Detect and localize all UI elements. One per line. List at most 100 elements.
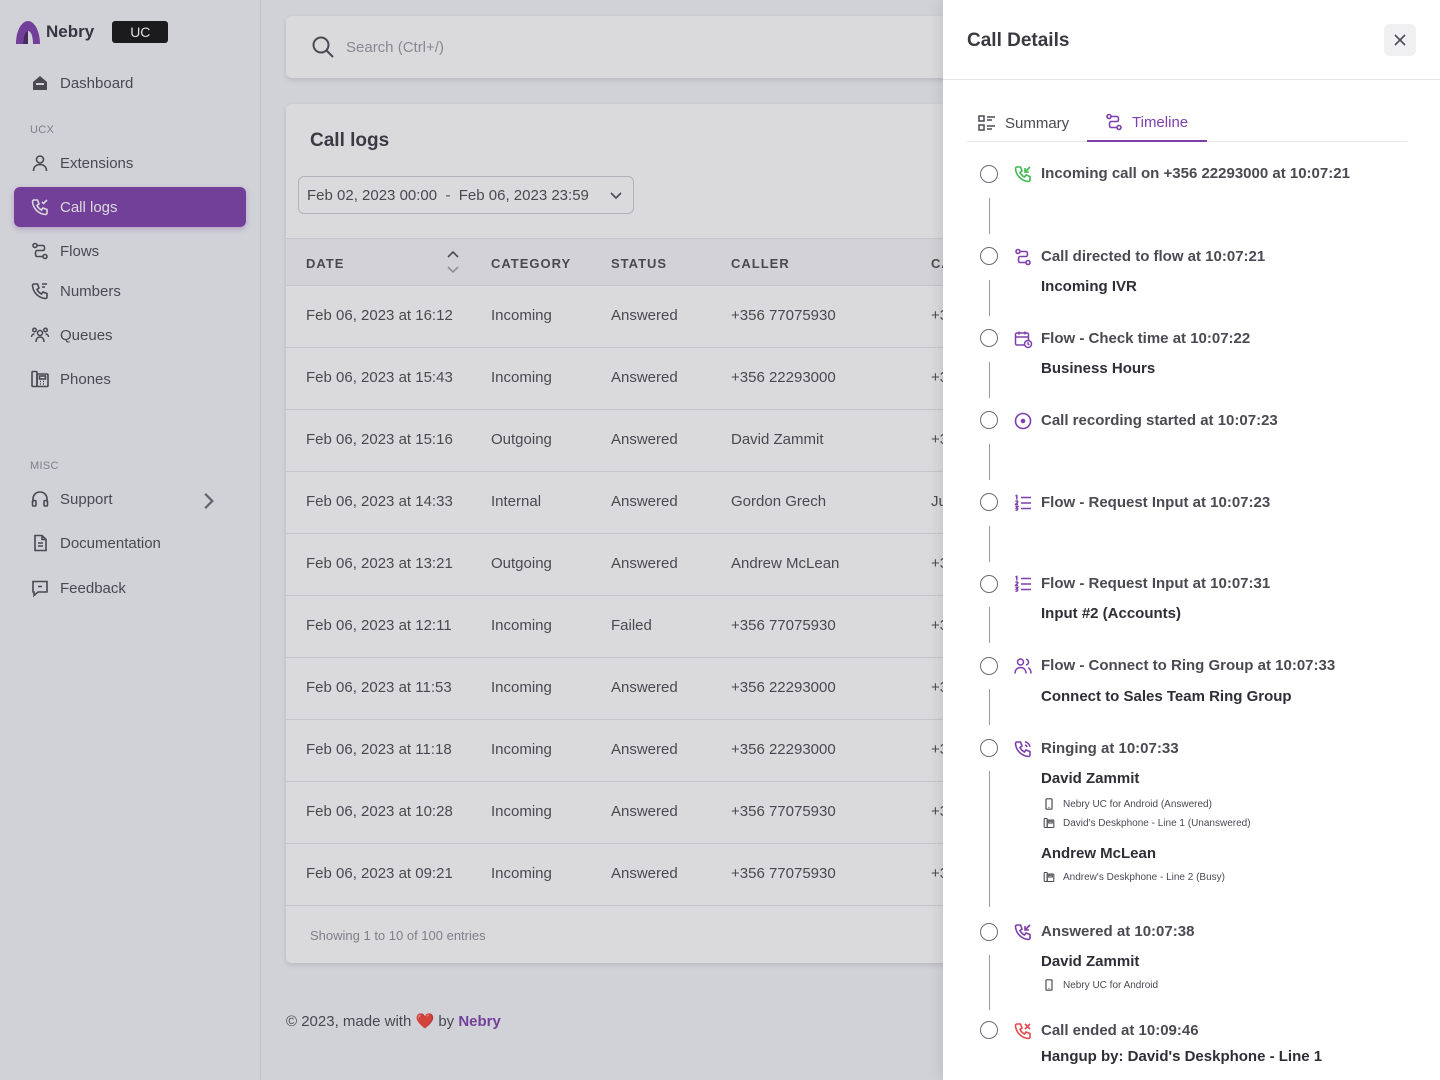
sidebar-item-label: Flows [60,242,100,260]
tab-timeline[interactable]: Timeline [1087,104,1207,142]
cell-date: Feb 06, 2023 at 15:43 [306,369,453,386]
cell-caller: +356 22293000 [731,679,836,696]
timeline-marker [980,493,998,511]
sidebar-item-label: Documentation [60,534,161,552]
table-row[interactable]: Feb 06, 2023 at 16:12 Incoming Answered +35… [286,286,986,348]
flow-icon [1015,248,1031,266]
timeline-event-title: Flow - Request Input at 10:07:23 [1041,494,1271,511]
cell-date: Feb 06, 2023 at 12:11 [306,617,452,634]
list-numbers-icon [1014,494,1031,511]
cell-status: Answered [611,555,678,572]
timeline-event-title: Flow - Request Input at 10:07:31 [1041,575,1271,592]
sidebar-item-documentation[interactable]: Documentation [14,523,246,563]
date-range-picker[interactable]: Feb 02, 2023 00:00 - Feb 06, 2023 23:59 [298,176,634,214]
phone-incoming-icon [1014,166,1031,183]
cell-date: Feb 06, 2023 at 09:21 [306,865,453,882]
deskphone-icon [31,370,49,388]
sidebar-item-dashboard[interactable]: Dashboard [14,63,246,103]
timeline-marker [980,411,998,429]
timeline-marker [980,165,998,183]
call-details-drawer: Call Details Summary Timeline Incoming c… [943,0,1440,1080]
record-icon [1014,412,1032,430]
cell-caller: David Zammit [731,431,824,448]
timeline-device: David's Deskphone - Line 1 (Unanswered) [1043,816,1251,830]
timeline-device-label: David's Deskphone - Line 1 (Unanswered) [1063,817,1251,829]
section-label-misc: MISC [30,460,59,472]
sidebar-item-phones[interactable]: Phones [14,359,246,399]
sidebar-item-queues[interactable]: Queues [14,315,246,355]
cell-callee: Ju [931,493,947,510]
brand-name: Nebry [46,22,95,41]
cell-caller: +356 22293000 [731,741,836,758]
nebry-link[interactable]: Nebry [458,1013,501,1030]
brand[interactable]: Nebry UC [14,18,169,46]
table-row[interactable]: Feb 06, 2023 at 10:28 Incoming Answered +35… [286,782,986,844]
cell-status: Answered [611,307,678,324]
timeline-marker [980,329,998,347]
timeline-event-detail: Business Hours [1041,360,1156,377]
drawer-backdrop[interactable] [0,0,943,1080]
table-row[interactable]: Feb 06, 2023 at 14:33 Internal Answered Gor… [286,472,986,534]
date-range-value: Feb 02, 2023 00:00 - Feb 06, 2023 23:59 [307,186,589,204]
calendar-clock-icon [1014,331,1033,349]
timeline-connector [988,444,990,480]
table-row[interactable]: Feb 06, 2023 at 09:21 Incoming Answered +35… [286,844,986,906]
close-button[interactable] [1384,24,1416,56]
sidebar-item-extensions[interactable]: Extensions [14,143,246,183]
cell-caller: +356 77075930 [731,865,836,882]
cell-category: Incoming [491,369,552,386]
column-header-caller[interactable]: CALLER [731,256,790,271]
list-details-icon [978,115,995,131]
cell-date: Feb 06, 2023 at 14:33 [306,493,453,510]
sidebar-item-label: Extensions [60,154,134,172]
cell-status: Answered [611,493,678,510]
timeline-marker [980,247,998,265]
column-header-status[interactable]: STATUS [611,256,668,271]
copyright-text: © 2023, made with [286,1013,412,1030]
table-row[interactable]: Feb 06, 2023 at 12:11 Incoming Failed +356 … [286,596,986,658]
cell-caller: Gordon Grech [731,493,827,510]
sidebar-item-flows[interactable]: Flows [14,231,246,271]
column-header-category[interactable]: CATEGORY [491,256,572,271]
section-label-ucx: UCX [30,124,55,136]
timeline-event-detail: Hangup by: David's Deskphone - Line 1 [1041,1048,1323,1065]
phone-icon [31,283,48,300]
table-row[interactable]: Feb 06, 2023 at 11:53 Incoming Answered +35… [286,658,986,720]
cell-date: Feb 06, 2023 at 16:12 [306,307,453,324]
timeline-device: Andrew's Deskphone - Line 2 (Busy) [1043,870,1225,884]
sidebar-item-numbers[interactable]: Numbers [14,271,246,311]
phone-answered-icon [1014,924,1031,941]
cell-category: Incoming [491,617,552,634]
chevron-down-icon [610,192,622,200]
list-numbers-icon [1014,575,1031,592]
sidebar-item-support[interactable]: Support [14,479,246,519]
sidebar-item-label: Call logs [60,198,118,216]
table-row[interactable]: Feb 06, 2023 at 13:21 Outgoing Answered And… [286,534,986,596]
entries-info: Showing 1 to 10 of 100 entries [310,928,486,943]
table-row[interactable]: Feb 06, 2023 at 11:18 Incoming Answered +35… [286,720,986,782]
sidebar-item-label: Support [60,490,113,508]
search-bar[interactable] [286,16,986,78]
cell-category: Outgoing [491,431,552,448]
copyright: © 2023, made with ❤️ by Nebry [286,1012,501,1030]
cell-status: Answered [611,369,678,386]
table-header: DATE CATEGORY STATUS CALLER CA [286,238,986,286]
timeline-marker [980,923,998,941]
timeline-event-title: Ringing at 10:07:33 [1041,740,1179,757]
cell-category: Incoming [491,679,552,696]
sidebar-item-label: Dashboard [60,74,134,92]
heart-icon: ❤️ [415,1013,435,1030]
sort-icon[interactable] [446,249,460,275]
sidebar-item-call-logs[interactable]: Call logs [14,187,246,227]
cell-date: Feb 06, 2023 at 13:21 [306,555,453,572]
column-header-date[interactable]: DATE [306,256,345,271]
cell-status: Answered [611,431,678,448]
tab-summary[interactable]: Summary [977,104,1069,142]
phone-ringing-icon [1014,741,1031,758]
timeline-device-label: Nebry UC for Android (Answered) [1063,798,1212,810]
mobile-icon [1045,979,1053,991]
sidebar-item-feedback[interactable]: Feedback [14,568,246,608]
flow-icon [32,242,48,260]
search-input[interactable] [346,38,746,56]
timeline-device: Nebry UC for Android (Answered) [1043,797,1212,811]
